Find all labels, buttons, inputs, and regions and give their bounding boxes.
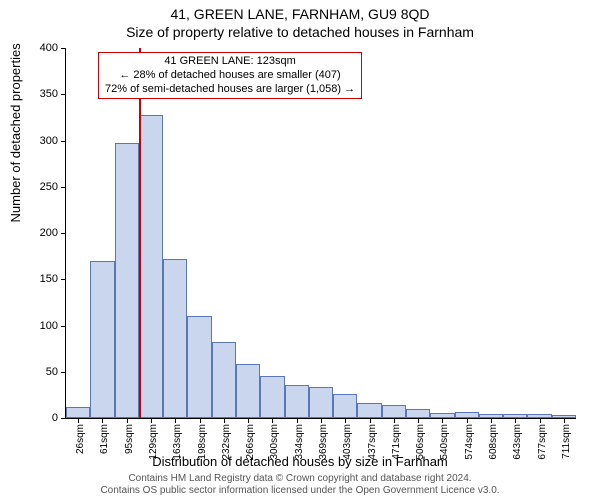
histogram-bar (90, 261, 114, 418)
histogram-bar (357, 403, 381, 418)
histogram-bar (382, 405, 406, 418)
y-tick: 200 (28, 227, 66, 239)
x-axis-label: Distribution of detached houses by size … (0, 454, 600, 469)
histogram-bar (260, 376, 284, 418)
histogram-bar (406, 409, 430, 418)
footer-line2: Contains OS public sector information li… (0, 485, 600, 497)
y-tick: 50 (28, 366, 66, 378)
footer-attribution: Contains HM Land Registry data © Crown c… (0, 473, 600, 496)
annotation-line: 41 GREEN LANE: 123sqm (105, 55, 355, 69)
page-title-line2: Size of property relative to detached ho… (0, 24, 600, 40)
y-axis-label: Number of detached properties (8, 43, 23, 222)
footer-line1: Contains HM Land Registry data © Crown c… (0, 473, 600, 485)
histogram-bar (187, 316, 211, 418)
histogram-bar (163, 259, 187, 418)
histogram-bar (309, 387, 333, 418)
y-tick: 0 (28, 412, 66, 424)
page-title-line1: 41, GREEN LANE, FARNHAM, GU9 8QD (0, 6, 600, 22)
histogram-bar (139, 115, 163, 418)
histogram-bar (212, 342, 236, 418)
histogram-bar (66, 407, 90, 418)
histogram-bar (236, 364, 260, 418)
y-tick: 300 (28, 135, 66, 147)
annotation-box: 41 GREEN LANE: 123sqm← 28% of detached h… (98, 52, 362, 99)
reference-line (139, 48, 141, 418)
x-tick-label: 95sqm (124, 418, 135, 454)
histogram-bar (285, 385, 309, 418)
histogram-bar (333, 394, 357, 418)
x-tick-label: 711sqm (561, 418, 572, 459)
histogram-bar (115, 143, 139, 418)
y-tick: 250 (28, 181, 66, 193)
y-tick: 400 (28, 42, 66, 54)
histogram-plot: 05010015020025030035040026sqm61sqm95sqm1… (65, 48, 576, 419)
y-tick: 100 (28, 320, 66, 332)
x-tick-label: 61sqm (99, 418, 110, 454)
x-tick-label: 26sqm (75, 418, 86, 454)
annotation-line: ← 28% of detached houses are smaller (40… (105, 69, 355, 83)
y-tick: 150 (28, 273, 66, 285)
y-tick: 350 (28, 88, 66, 100)
annotation-line: 72% of semi-detached houses are larger (… (105, 83, 355, 97)
